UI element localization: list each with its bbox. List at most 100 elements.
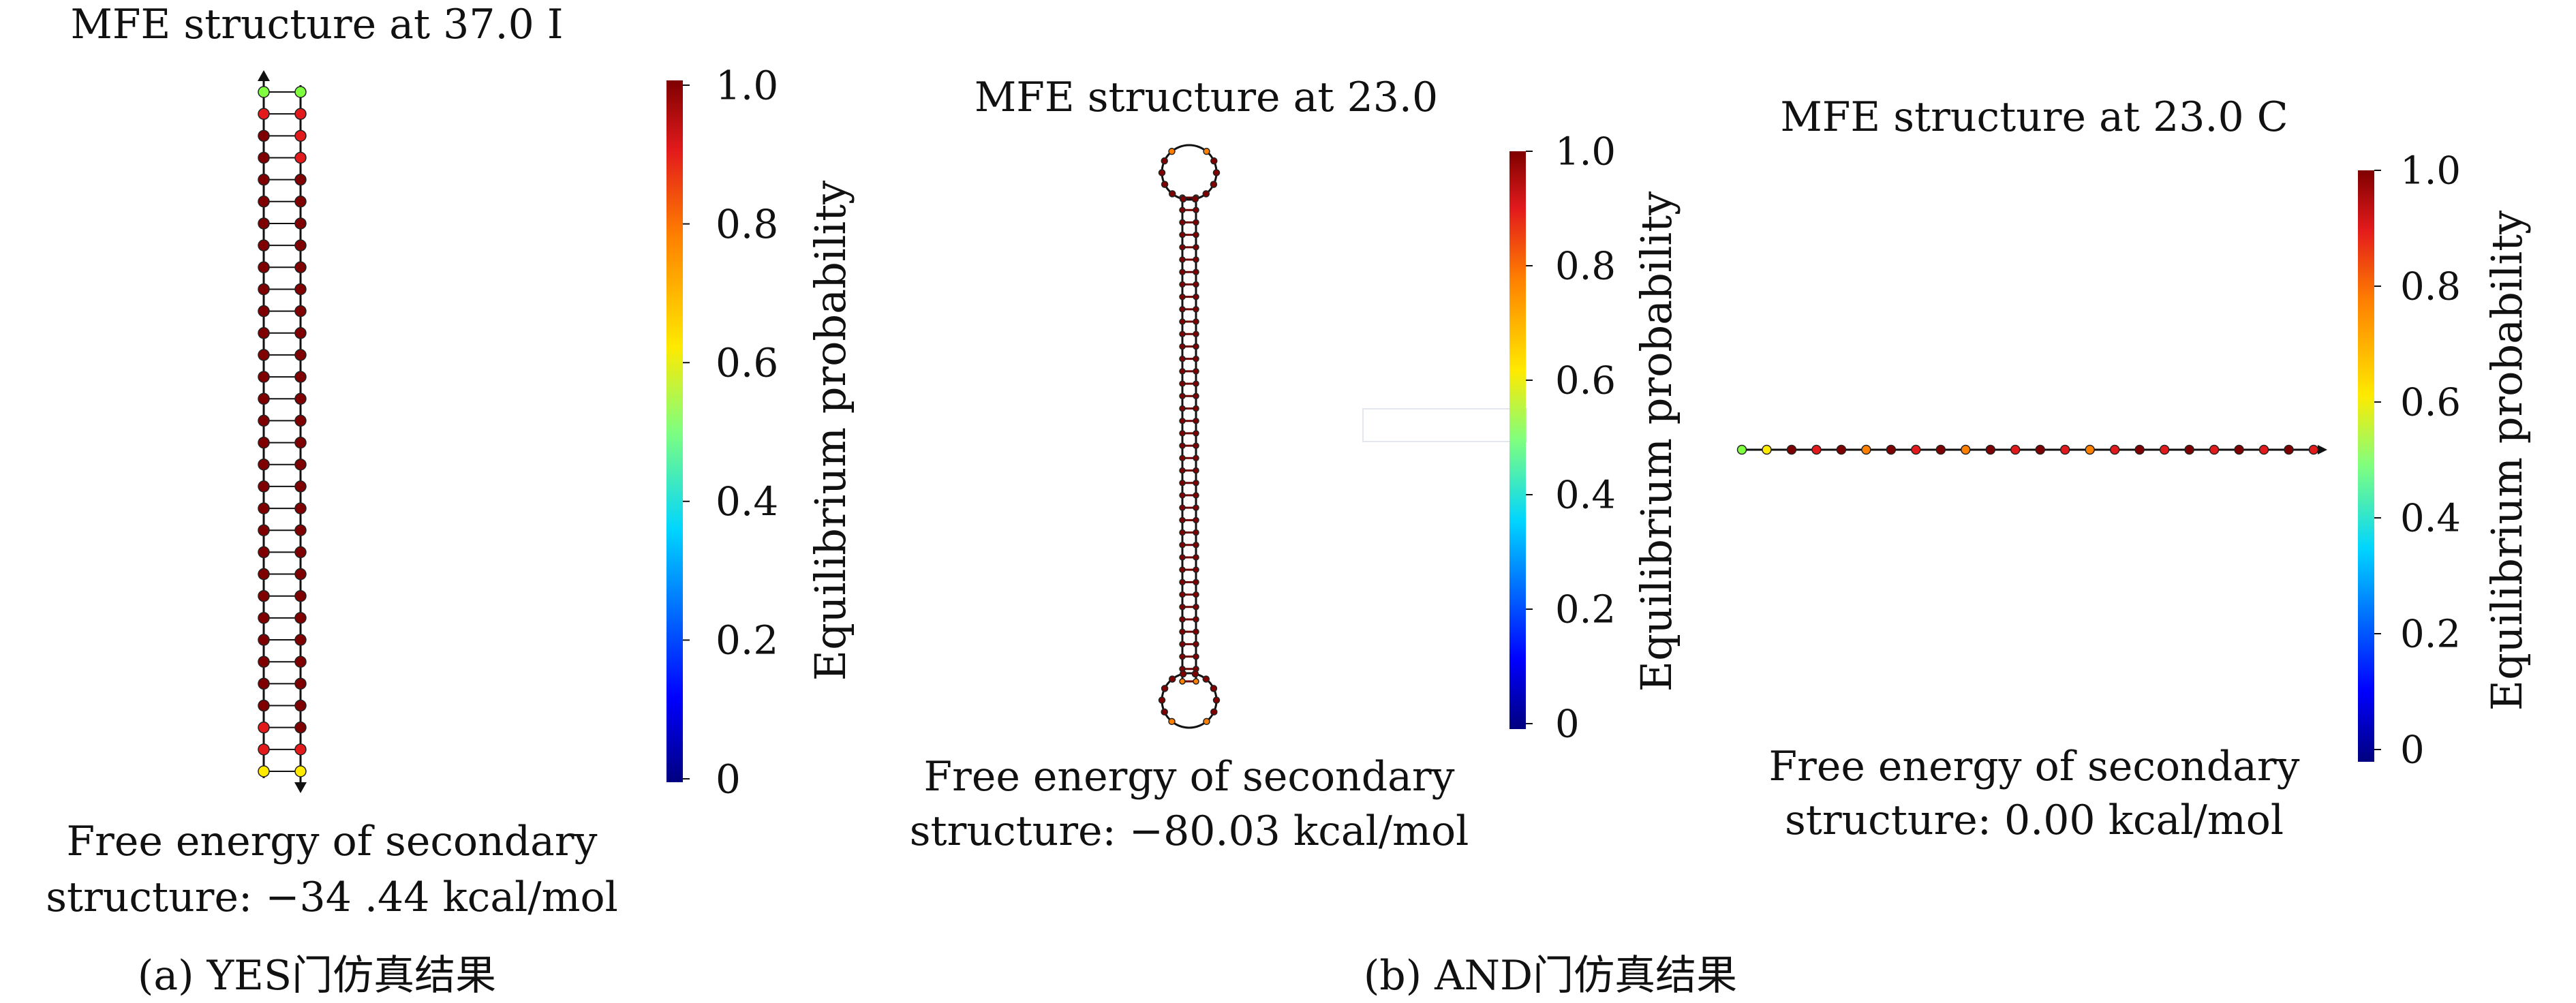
- nucleotide-dot: [258, 612, 270, 624]
- nucleotide-dot: [1179, 578, 1186, 586]
- nucleotide-dot: [294, 589, 307, 602]
- nucleotide-dot: [1193, 318, 1199, 325]
- nucleotide-dot: [1193, 281, 1199, 288]
- caption-b: (b) AND门仿真结果: [1364, 952, 1737, 1000]
- nucleotide-dot: [1212, 696, 1221, 704]
- nucleotide-dot: [1179, 516, 1186, 524]
- faint-overlay-box: [1362, 408, 1527, 442]
- nucleotide-dot: [258, 634, 270, 646]
- nucleotide-dot: [1861, 444, 1871, 455]
- panel-b2-colorbar: 1.0 0.8 0.6 0.4 0.2 0 Equilibrium probability: [2358, 149, 2532, 773]
- nucleotide-dot: [1193, 492, 1199, 499]
- nucleotide-dot: [258, 458, 270, 471]
- nucleotide-dot: [258, 589, 270, 602]
- nucleotide-dot: [1179, 467, 1186, 474]
- nucleotide-dot: [2085, 444, 2095, 455]
- nucleotide-dot: [1179, 442, 1186, 449]
- nucleotide-dot: [1193, 355, 1199, 362]
- panel-a-energy-line1: Free energy of secondary: [67, 818, 598, 865]
- nucleotide-dot: [258, 480, 270, 493]
- nucleotide-dot: [2035, 444, 2045, 455]
- nucleotide-dot: [1202, 190, 1210, 198]
- nucleotide-dot: [1911, 444, 1921, 455]
- nucleotide-dot: [2109, 444, 2120, 455]
- nucleotide-dot: [294, 283, 307, 296]
- colorbar-tick-label: 0.6: [1555, 359, 1616, 403]
- nucleotide-dot: [1202, 675, 1210, 683]
- nucleotide-dot: [1179, 417, 1186, 425]
- nucleotide-dot: [1193, 454, 1199, 462]
- nucleotide-dot: [1191, 195, 1199, 203]
- nucleotide-dot: [1193, 516, 1199, 524]
- nucleotide-dot: [1179, 628, 1186, 635]
- panel-a: MFE structure at 37.0 I 1.0 0.8 0.6 0.4 0.2 0…: [46, 1, 855, 1000]
- panel-b1-energy-line1: Free energy of secondary: [924, 753, 1455, 801]
- nucleotide-dot: [294, 743, 307, 756]
- nucleotide-dot: [258, 392, 270, 405]
- nucleotide-dot: [2284, 444, 2294, 455]
- nucleotide-dot: [1193, 330, 1199, 338]
- nucleotide-dot: [1168, 190, 1176, 198]
- strand-arrow: [294, 782, 307, 793]
- nucleotide-dot: [2209, 444, 2220, 455]
- nucleotide-dot: [1179, 591, 1186, 598]
- nucleotide-dot: [294, 414, 307, 427]
- nucleotide-dot: [258, 436, 270, 449]
- nucleotide-dot: [1193, 578, 1199, 586]
- nucleotide-dot: [258, 699, 270, 712]
- colorbar-tick-label: 0.8: [2400, 265, 2461, 309]
- nucleotide-dot: [294, 699, 307, 712]
- nucleotide-dot: [2258, 444, 2269, 455]
- nucleotide-dot: [1193, 293, 1199, 300]
- nucleotide-dot: [258, 151, 270, 164]
- nucleotide-dot: [1179, 670, 1187, 678]
- colorbar-tick-label: 0: [716, 756, 741, 802]
- nucleotide-dot: [1161, 685, 1169, 692]
- caption-a: (a) YES门仿真结果: [138, 952, 496, 1000]
- panel-a-structure-diagram: [258, 70, 307, 793]
- nucleotide-dot: [1736, 444, 1747, 455]
- nucleotide-dot: [1179, 566, 1186, 573]
- nucleotide-dot: [294, 392, 307, 405]
- nucleotide-dot: [1193, 566, 1199, 573]
- nucleotide-dot: [1210, 708, 1218, 716]
- nucleotide-dot: [1179, 504, 1186, 511]
- nucleotide-dot: [1179, 653, 1186, 660]
- nucleotide-dot: [1168, 675, 1176, 683]
- nucleotide-dot: [258, 721, 270, 734]
- colorbar-tick-label: 0.6: [2400, 381, 2461, 425]
- panel-b1-title: MFE structure at 23.0: [975, 74, 1438, 121]
- nucleotide-dot: [258, 371, 270, 383]
- nucleotide-dot: [258, 86, 270, 98]
- nucleotide-dot: [1193, 504, 1199, 511]
- nucleotide-dot: [1179, 479, 1186, 487]
- panel-b2-energy-line2: structure: 0.00 kcal/mol: [1785, 797, 2284, 844]
- nucleotide-dot: [1179, 244, 1186, 251]
- nucleotide-dot: [1179, 604, 1186, 611]
- panel-b2-title: MFE structure at 23.0 C: [1780, 93, 2288, 141]
- nucleotide-dot: [294, 721, 307, 734]
- nucleotide-dot: [294, 677, 307, 690]
- colorbar-tick-label: 0.8: [1555, 245, 1616, 289]
- nucleotide-dot: [1193, 591, 1199, 598]
- strand-arrow: [258, 70, 270, 81]
- nucleotide-dot: [258, 655, 270, 668]
- nucleotide-dot: [1193, 653, 1199, 660]
- nucleotide-dot: [1193, 392, 1199, 400]
- nucleotide-dot: [1193, 268, 1199, 275]
- nucleotide-dot: [294, 129, 307, 142]
- nucleotide-dot: [1193, 405, 1199, 412]
- nucleotide-dot: [1193, 554, 1199, 561]
- nucleotide-dot: [1193, 641, 1199, 648]
- nucleotide-dot: [1179, 529, 1186, 536]
- nucleotide-dot: [258, 239, 270, 251]
- nucleotide-dot: [294, 349, 307, 361]
- colorbar-ticks: 1.0 0.8 0.6 0.4 0.2 0: [1526, 130, 1616, 747]
- colorbar-tick-label: 1.0: [1555, 130, 1616, 174]
- nucleotide-dot: [1179, 541, 1186, 549]
- nucleotide-dot: [294, 327, 307, 339]
- nucleotide-dot: [1161, 181, 1169, 188]
- nucleotide-dot: [2010, 444, 2021, 455]
- panel-a-energy-line2: structure: −34 .44 kcal/mol: [46, 874, 618, 921]
- nucleotide-dot: [258, 677, 270, 690]
